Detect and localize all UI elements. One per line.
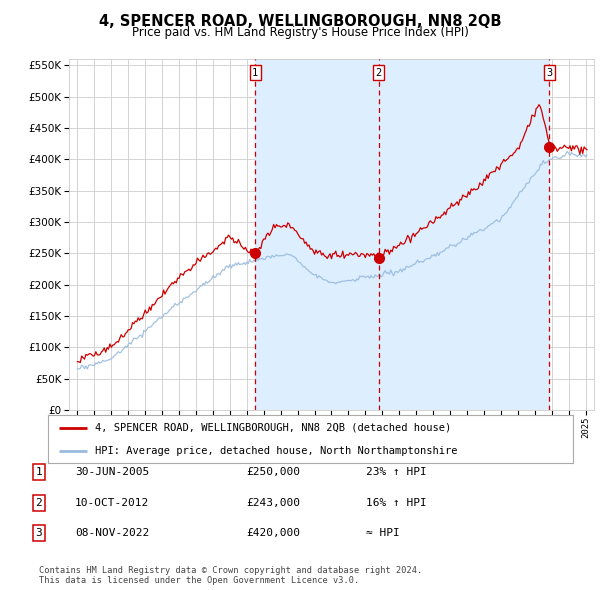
Text: £243,000: £243,000 [246,498,300,507]
Text: 4, SPENCER ROAD, WELLINGBOROUGH, NN8 2QB: 4, SPENCER ROAD, WELLINGBOROUGH, NN8 2QB [99,14,501,29]
Text: 10-OCT-2012: 10-OCT-2012 [75,498,149,507]
Text: 3: 3 [35,529,43,538]
Text: 1: 1 [252,68,259,78]
Text: 23% ↑ HPI: 23% ↑ HPI [366,467,427,477]
Text: 2: 2 [35,498,43,507]
Text: £250,000: £250,000 [246,467,300,477]
Bar [255,59,549,410]
Text: ≈ HPI: ≈ HPI [366,529,400,538]
Text: HPI: Average price, detached house, North Northamptonshire: HPI: Average price, detached house, Nort… [95,446,458,456]
Text: Price paid vs. HM Land Registry's House Price Index (HPI): Price paid vs. HM Land Registry's House … [131,26,469,39]
Text: 30-JUN-2005: 30-JUN-2005 [75,467,149,477]
Text: £420,000: £420,000 [246,529,300,538]
Text: 2: 2 [376,68,382,78]
Text: 1: 1 [35,467,43,477]
Text: Contains HM Land Registry data © Crown copyright and database right 2024.
This d: Contains HM Land Registry data © Crown c… [39,566,422,585]
Text: 16% ↑ HPI: 16% ↑ HPI [366,498,427,507]
Text: 4, SPENCER ROAD, WELLINGBOROUGH, NN8 2QB (detached house): 4, SPENCER ROAD, WELLINGBOROUGH, NN8 2QB… [95,423,452,433]
Text: 3: 3 [546,68,553,78]
Text: 08-NOV-2022: 08-NOV-2022 [75,529,149,538]
